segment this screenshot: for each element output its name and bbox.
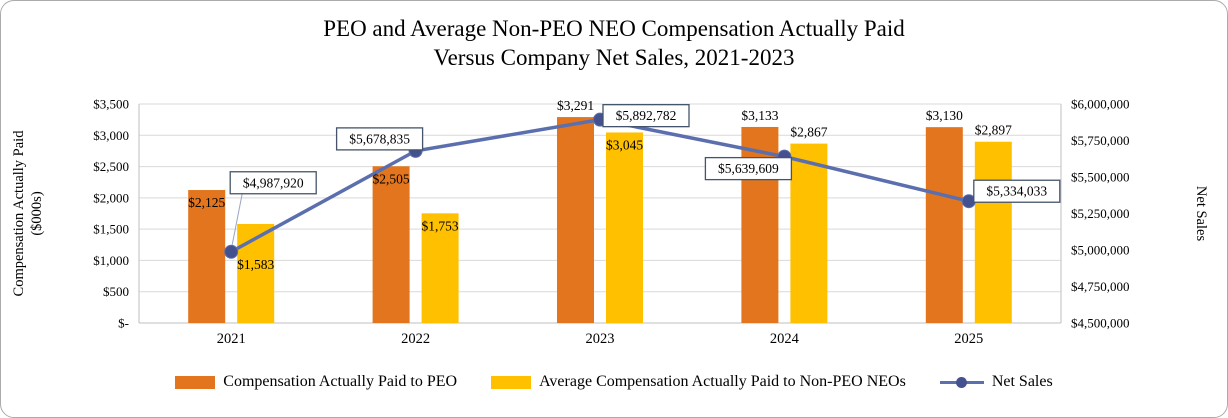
chart-title: PEO and Average Non-PEO NEO Compensation…	[1, 14, 1227, 72]
net-sales-callout-label-2021: $4,987,920	[243, 175, 304, 190]
legend-label-net-sales: Net Sales	[991, 373, 1053, 390]
right-axis-tick-label: $6,000,000	[1071, 97, 1130, 112]
x-axis-category-label: 2023	[586, 331, 615, 347]
left-axis-title-line1: Compensation Actually Paid	[11, 130, 27, 297]
net-sales-legend-marker	[939, 375, 984, 390]
bar-label-neo-2023: $3,045	[606, 137, 643, 152]
x-axis-category-label: 2025	[954, 331, 983, 347]
right-axis-title: Net Sales	[1193, 186, 1209, 242]
net-sales-callout-2021	[229, 171, 317, 195]
bar-label-peo-2021: $2,125	[188, 195, 225, 210]
bar-peo-2023	[557, 117, 594, 324]
net-sales-callout-label-2024: $5,639,609	[718, 161, 779, 176]
bar-label-peo-2022: $2,505	[373, 171, 410, 186]
callout-leader-line	[231, 193, 243, 245]
bar-label-neo-2022: $1,753	[422, 218, 459, 233]
bar-label-peo-2023: $3,291	[557, 98, 594, 113]
right-axis-tick-label: $5,750,000	[1071, 133, 1130, 148]
net-sales-legend-dot	[955, 376, 967, 388]
right-axis-tick-label: $5,500,000	[1071, 170, 1130, 185]
left-axis-tick-label: $1,000	[93, 253, 129, 268]
left-axis-tick-label: $2,000	[93, 190, 129, 205]
left-axis-title-line2: ($000s)	[29, 191, 45, 235]
bar-neo-2025	[974, 141, 1012, 323]
legend: Compensation Actually Paid to PEO Averag…	[1, 373, 1227, 391]
bar-neo-2023	[606, 132, 643, 323]
peo-legend-swatch	[175, 375, 216, 389]
x-axis-category-label: 2021	[217, 331, 246, 347]
net-sales-callout-label-2022: $5,678,835	[349, 131, 410, 146]
bar-label-peo-2025: $3,130	[926, 108, 963, 123]
left-axis-tick-label: $3,000	[93, 128, 129, 143]
right-axis-tick-label: $5,250,000	[1071, 206, 1130, 221]
net-sales-point-2021	[224, 244, 239, 259]
net-sales-callout-2022	[335, 127, 424, 151]
left-axis-tick-label: $2,500	[93, 159, 129, 174]
left-axis-tick-label: $-	[118, 316, 129, 331]
net-sales-callout-label-2023: $5,892,782	[616, 108, 677, 123]
legend-label-neo: Average Compensation Actually Paid to No…	[539, 373, 906, 390]
bar-neo-2021	[237, 223, 275, 323]
legend-item-peo: Compensation Actually Paid to PEO	[175, 373, 457, 391]
bar-peo-2025	[925, 127, 963, 323]
x-axis-category-label: 2022	[401, 331, 430, 347]
bar-neo-2024	[790, 143, 828, 323]
bar-peo-2021	[188, 190, 226, 323]
net-sales-callout-2024	[704, 156, 793, 181]
net-sales-callout-2023	[602, 104, 690, 128]
left-axis-tick-label: $500	[103, 284, 129, 299]
right-axis-tick-label: $4,750,000	[1071, 279, 1130, 294]
legend-item-net-sales: Net Sales	[939, 373, 1053, 391]
left-axis-tick-label: $3,500	[93, 97, 129, 112]
right-axis-tick-label: $4,500,000	[1071, 316, 1130, 331]
bar-neo-2022	[421, 213, 459, 323]
bar-label-neo-2024: $2,867	[790, 125, 827, 140]
chart-title-line2: Versus Company Net Sales, 2021-2023	[433, 45, 795, 70]
right-axis-tick-label: $5,000,000	[1071, 243, 1130, 258]
left-axis-tick-label: $1,500	[93, 222, 129, 237]
legend-item-neo: Average Compensation Actually Paid to No…	[491, 373, 906, 391]
legend-label-peo: Compensation Actually Paid to PEO	[223, 373, 458, 390]
bar-peo-2022	[372, 166, 410, 323]
neo-legend-swatch	[491, 375, 532, 389]
x-axis-category-label: 2024	[770, 331, 800, 347]
chart-title-line1: PEO and Average Non-PEO NEO Compensation…	[323, 16, 905, 41]
bar-label-neo-2021: $1,583	[237, 257, 274, 272]
bar-peo-2024	[741, 126, 779, 323]
net-sales-callout-label-2025: $5,334,033	[986, 184, 1047, 199]
bar-label-peo-2024: $3,133	[741, 108, 778, 123]
net-sales-callout-2025	[973, 179, 1061, 203]
bar-label-neo-2025: $2,897	[975, 123, 1012, 138]
